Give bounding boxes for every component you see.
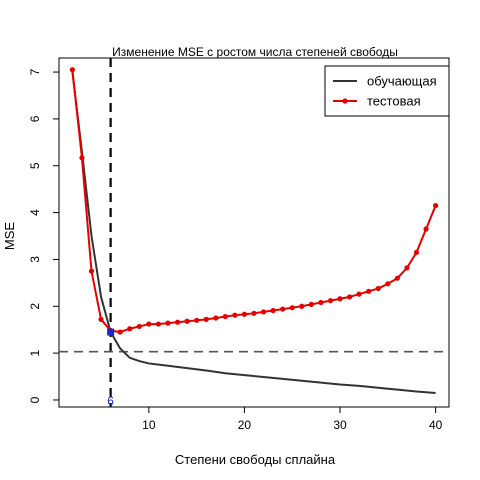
- optimum-point: [107, 328, 115, 336]
- series-2-point: [337, 296, 343, 302]
- series-2-point: [346, 294, 353, 300]
- series-2-point: [241, 311, 248, 317]
- series-line-1: [71, 71, 436, 394]
- x-tick-label: 30: [333, 418, 347, 432]
- y-axis-title: MSE: [2, 222, 17, 251]
- series-2-point: [136, 323, 142, 330]
- plot-frame: [58, 57, 450, 408]
- series-2-point: [385, 281, 391, 287]
- series-2-point: [69, 67, 75, 73]
- x-axis-title: Степени свободы сплайна: [175, 452, 336, 467]
- series-2-point: [184, 318, 190, 324]
- series-2-point: [423, 226, 429, 232]
- x-tick-label: 40: [429, 418, 443, 432]
- series-2-point: [251, 310, 257, 316]
- series-2-point: [413, 249, 420, 256]
- series-2-point: [356, 291, 362, 297]
- series-2-point: [318, 299, 324, 306]
- series-2-point: [375, 285, 381, 292]
- legend-box: [324, 65, 450, 117]
- legend-label-2: тестовая: [367, 94, 421, 109]
- series-2-point: [146, 321, 152, 327]
- optimum-label: 6: [107, 394, 114, 408]
- series-2-point: [270, 307, 276, 314]
- series-2-point: [232, 312, 238, 318]
- y-tick-label: 1: [28, 349, 42, 356]
- series-2-point: [174, 319, 181, 325]
- series-2-point: [88, 268, 95, 274]
- series-2-point: [289, 305, 295, 311]
- chart-title: Изменение MSE с ростом числа степеней св…: [112, 45, 398, 59]
- series-2-point: [327, 298, 334, 304]
- series-2-point: [433, 202, 439, 209]
- series-2-point: [127, 326, 133, 332]
- series-2-point: [404, 265, 410, 271]
- series-2-point: [194, 317, 200, 323]
- series-2-point: [117, 329, 123, 335]
- y-tick-label: 6: [28, 115, 42, 122]
- series-2-point: [98, 316, 104, 322]
- legend-label-1: обучающая: [367, 74, 437, 89]
- series-2-point: [155, 321, 162, 327]
- x-tick-label: 10: [142, 418, 156, 432]
- series-2-point: [203, 316, 209, 322]
- y-tick-label: 7: [28, 68, 42, 75]
- series-2-point: [394, 275, 400, 281]
- series-2-point: [222, 313, 228, 320]
- series-2-point: [79, 155, 85, 161]
- series-2-point: [165, 320, 171, 326]
- y-tick-label: 0: [28, 396, 42, 403]
- y-tick-label: 5: [28, 162, 42, 169]
- y-tick-label: 3: [28, 256, 42, 263]
- series-2-point: [213, 315, 219, 321]
- x-tick-label: 20: [238, 418, 252, 432]
- legend: обучающая тестовая: [324, 65, 450, 117]
- y-tick-label: 4: [28, 209, 42, 216]
- y-tick-label: 2: [28, 303, 42, 310]
- series-2-point: [366, 288, 372, 294]
- series-2-point: [260, 309, 267, 315]
- legend-marker-2: [342, 98, 348, 104]
- series-2-point: [299, 303, 305, 309]
- series-2-point: [308, 301, 314, 308]
- series-2-point: [280, 306, 286, 312]
